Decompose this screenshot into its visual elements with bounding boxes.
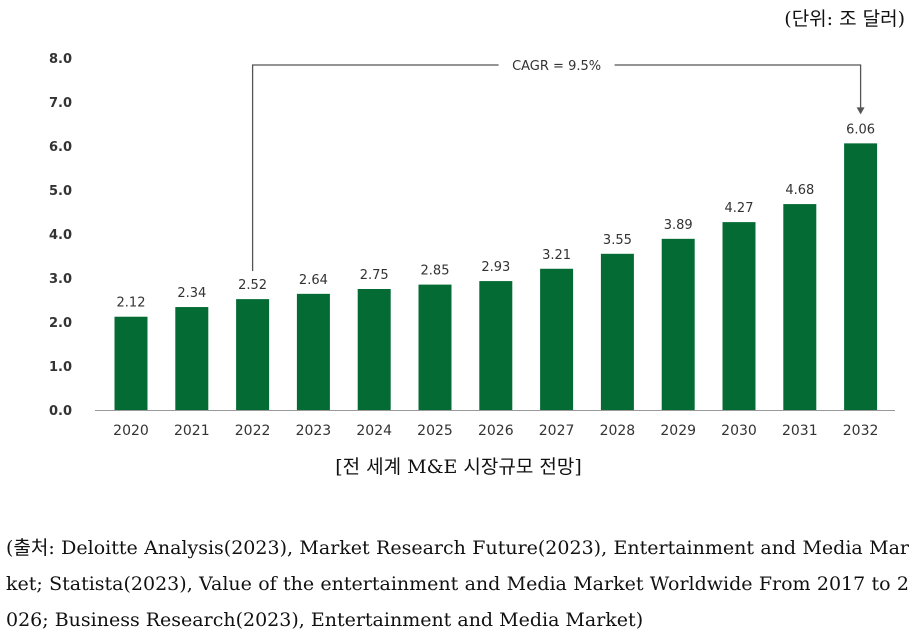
data-label: 6.06	[846, 122, 875, 137]
data-label: 3.55	[603, 233, 632, 248]
bar-2027	[540, 268, 574, 410]
x-tick-label: 2029	[660, 423, 696, 439]
bar-2031	[783, 204, 817, 410]
x-tick-label: 2032	[843, 423, 879, 439]
y-tick-label: 0.0	[49, 404, 72, 419]
y-tick-label: 1.0	[49, 360, 72, 375]
bar-2032	[844, 143, 878, 411]
x-tick-label: 2022	[235, 423, 271, 439]
y-axis-ticks: 0.0 1.0 2.0 3.0 4.0 5.0 6.0 7.0 8.0	[49, 52, 72, 419]
x-tick-label: 2030	[721, 423, 757, 439]
x-tick-label: 2031	[782, 423, 818, 439]
bar-2023	[296, 293, 330, 410]
y-tick-label: 6.0	[49, 140, 72, 155]
data-label: 2.93	[481, 260, 510, 275]
y-tick-label: 4.0	[49, 228, 72, 243]
x-tick-label: 2020	[113, 423, 149, 439]
x-tick-label: 2027	[539, 423, 575, 439]
data-label: 4.27	[725, 201, 754, 216]
cagr-bracket-left	[251, 64, 499, 272]
x-axis-labels: 2020 2021 2022 2023 2024 2025 2026 2027 2028 2029…	[113, 423, 878, 439]
data-label: 2.64	[299, 273, 328, 288]
bar-2030	[722, 222, 756, 410]
value-labels: 2.12 2.34 2.52 2.64 2.75 2.85 2.93 3.21 3.55 3.89…	[117, 122, 876, 310]
x-tick-label: 2023	[296, 423, 332, 439]
y-tick-label: 3.0	[49, 272, 72, 287]
cagr-label: CAGR = 9.5%	[512, 59, 601, 74]
y-tick-label: 8.0	[49, 52, 72, 67]
y-tick-label: 7.0	[49, 96, 72, 111]
bar-2022	[236, 299, 270, 410]
x-tick-label: 2025	[417, 423, 453, 439]
bar-2021	[175, 307, 209, 410]
bar-2024	[357, 289, 391, 410]
x-tick-label: 2024	[356, 423, 392, 439]
bar-2025	[418, 284, 452, 410]
source-citation: (출처: Deloitte Analysis(2023), Market Res…	[6, 537, 909, 631]
data-label: 2.12	[117, 296, 146, 311]
bar-2020	[114, 316, 148, 410]
x-tick-label: 2021	[174, 423, 210, 439]
data-label: 3.89	[664, 218, 693, 233]
x-tick-label: 2026	[478, 423, 514, 439]
bar-2029	[661, 238, 695, 410]
data-label: 2.85	[421, 264, 450, 279]
bar-chart: 0.0 1.0 2.0 3.0 4.0 5.0 6.0 7.0 8.0 2.12 2.34 2.52…	[49, 52, 895, 439]
data-label: 4.68	[785, 183, 814, 198]
bar-2026	[479, 281, 513, 410]
cagr-bracket-right	[614, 64, 862, 114]
bars	[114, 143, 878, 411]
chart-caption: [전 세계 M&E 시장규모 전망]	[335, 456, 582, 478]
data-label: 3.21	[542, 248, 571, 263]
data-label: 2.52	[238, 278, 267, 293]
cagr-annotation: CAGR = 9.5%	[251, 59, 865, 272]
bar-2028	[600, 253, 634, 410]
data-label: 2.34	[177, 286, 206, 301]
cagr-arrow-head	[856, 107, 865, 115]
data-label: 2.75	[360, 268, 389, 283]
unit-note: (단위: 조 달러)	[784, 8, 905, 30]
x-tick-label: 2028	[600, 423, 636, 439]
y-tick-label: 5.0	[49, 184, 72, 199]
y-tick-label: 2.0	[49, 316, 72, 331]
